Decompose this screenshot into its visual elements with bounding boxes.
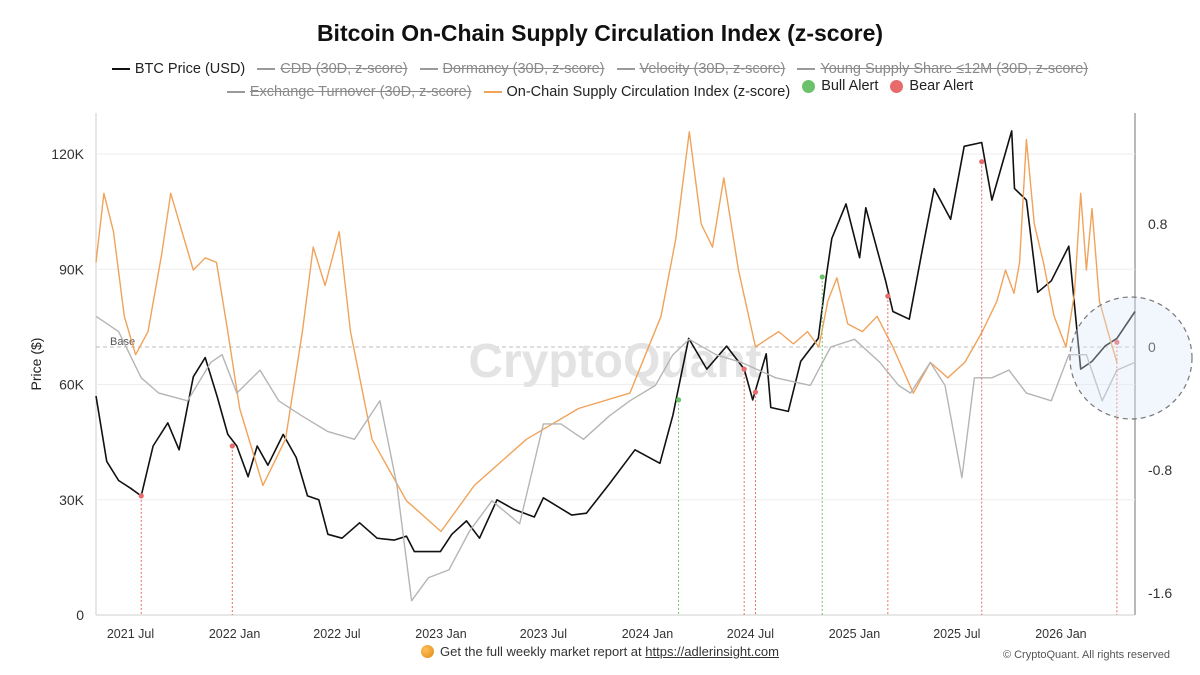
legend-label: Bear Alert [909,78,974,94]
legend-swatch [419,68,438,70]
x-tick-label: 2022 Jul [313,627,360,641]
legend-swatch [616,68,635,70]
y-right-tick-label: -1.6 [1148,585,1172,601]
bear-alert-marker [138,493,144,499]
legend-row-2: Exchange Turnover (30D, z-score) On-Chain… [0,78,1200,100]
legend-swatch [483,90,502,93]
y-right-tick-label: -0.8 [1148,462,1172,478]
footer-note: Get the full weekly market report at htt… [0,644,1200,659]
legend-row-1: BTC Price (USD) CDD (30D, z-score) Dormanc… [0,58,1200,77]
x-tick-label: 2025 Jul [933,627,980,641]
y-axis-label: Price ($) [28,338,44,391]
y-left-tick-label: 90K [59,261,85,277]
y-left-tick-label: 60K [59,377,85,393]
legend-item[interactable]: Bull Alert [802,78,878,94]
watermark: CryptoQuant [468,335,761,388]
series-line-on-chain-supply-circulation-index-z-score- [95,131,1118,533]
report-link[interactable]: https://adlerinsight.com [645,644,779,659]
x-tick-label: 2021 Jul [107,627,154,641]
legend-item[interactable]: Velocity (30D, z-score) [616,61,786,77]
legend-swatch [226,90,245,93]
x-tick-label: 2026 Jan [1035,627,1086,641]
y-left-tick-label: 120K [51,146,84,162]
legend-swatch [802,79,816,93]
legend-label: Exchange Turnover (30D, z-score) [249,83,472,100]
orange-orb-icon [421,645,435,658]
legend-swatch [111,68,130,70]
legend-item[interactable]: Bear Alert [890,78,973,94]
chart-title: Bitcoin On-Chain Supply Circulation Inde… [316,20,884,46]
legend-item[interactable]: On-Chain Supply Circulation Index (z-sco… [483,83,791,100]
legend-swatch [890,79,904,93]
x-tick-label: 2025 Jan [829,627,880,641]
highlight-circle [1069,296,1193,420]
y-left-tick-label: 0 [76,607,84,623]
y-left-tick-label: 30K [59,492,85,508]
y-right-tick-label: 0.8 [1148,216,1168,232]
y-right-tick-label: 0 [1148,339,1156,355]
series-line-exchange-turnover-30d-z-score- [95,315,1136,602]
legend-label: On-Chain Supply Circulation Index (z-sco… [506,83,791,100]
legend-swatch [257,68,276,70]
bull-alert-marker [675,397,682,403]
footer-text: Get the full weekly market report at [440,644,642,659]
bear-alert-marker [885,293,891,299]
legend-label: Bull Alert [821,78,879,94]
x-tick-label: 2024 Jan [622,627,673,641]
legend-label: Velocity (30D, z-score) [639,61,786,77]
legend-swatch [797,68,816,70]
bear-alert-marker [979,159,985,165]
legend-item[interactable]: BTC Price (USD) [111,61,246,77]
legend-label: BTC Price (USD) [134,61,246,77]
baseline-label: Base [110,336,135,348]
bear-alert-marker [752,389,759,395]
copyright-text: © CryptoQuant. All rights reserved [1002,649,1170,661]
series-line-btc-price-usd- [95,130,1136,553]
legend-label: CDD (30D, z-score) [280,61,408,77]
bear-alert-marker [741,366,747,372]
x-tick-label: 2023 Jul [520,627,567,641]
legend-item[interactable]: Young Supply Share ≤12M (30D, z-score) [797,61,1088,77]
legend-item[interactable]: Dormancy (30D, z-score) [419,61,605,77]
x-tick-label: 2024 Jul [727,627,774,641]
legend-item[interactable]: CDD (30D, z-score) [257,61,408,77]
bear-alert-marker [1114,339,1120,345]
legend-label: Young Supply Share ≤12M (30D, z-score) [820,61,1089,77]
legend-label: Dormancy (30D, z-score) [442,61,605,77]
legend-item[interactable]: Exchange Turnover (30D, z-score) [226,83,472,100]
x-tick-label: 2022 Jan [209,627,260,641]
bear-alert-marker [229,443,235,449]
x-tick-label: 2023 Jan [415,627,466,641]
bull-alert-marker [819,274,825,280]
